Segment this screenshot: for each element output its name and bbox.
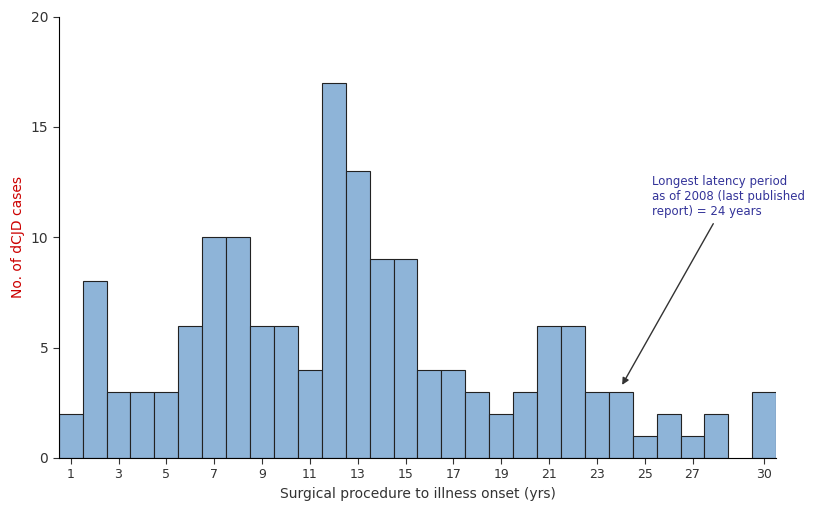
Bar bbox=[250, 326, 273, 458]
Bar bbox=[704, 414, 728, 458]
Bar bbox=[178, 326, 202, 458]
Bar bbox=[107, 392, 130, 458]
Bar bbox=[59, 414, 83, 458]
Bar bbox=[130, 392, 154, 458]
Bar bbox=[585, 392, 608, 458]
Bar bbox=[297, 370, 321, 458]
Bar bbox=[440, 370, 465, 458]
X-axis label: Surgical procedure to illness onset (yrs): Surgical procedure to illness onset (yrs… bbox=[279, 487, 555, 501]
Bar bbox=[417, 370, 440, 458]
Bar bbox=[752, 392, 775, 458]
Bar bbox=[369, 260, 393, 458]
Y-axis label: No. of dCJD cases: No. of dCJD cases bbox=[11, 176, 25, 298]
Bar bbox=[226, 237, 250, 458]
Bar bbox=[537, 326, 561, 458]
Bar bbox=[489, 414, 513, 458]
Bar bbox=[608, 392, 632, 458]
Bar bbox=[154, 392, 178, 458]
Text: Longest latency period
as of 2008 (last published
report) = 24 years: Longest latency period as of 2008 (last … bbox=[622, 176, 804, 383]
Bar bbox=[561, 326, 585, 458]
Bar bbox=[656, 414, 680, 458]
Bar bbox=[632, 436, 656, 458]
Bar bbox=[273, 326, 297, 458]
Bar bbox=[83, 282, 107, 458]
Bar bbox=[321, 83, 345, 458]
Bar bbox=[393, 260, 417, 458]
Bar bbox=[345, 171, 369, 458]
Bar bbox=[465, 392, 489, 458]
Bar bbox=[680, 436, 704, 458]
Bar bbox=[513, 392, 537, 458]
Bar bbox=[202, 237, 226, 458]
